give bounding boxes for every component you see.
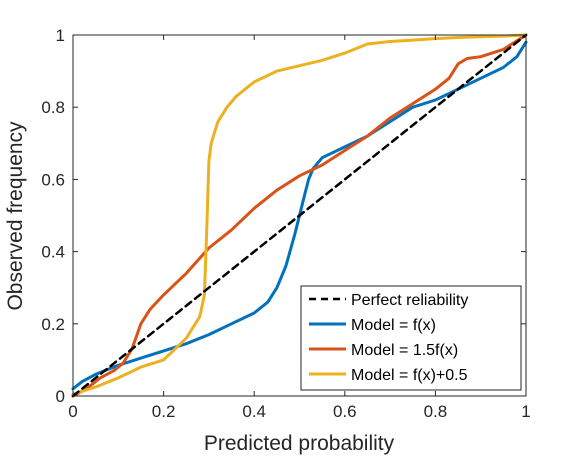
y-axis-label: Observed frequency [4, 121, 27, 311]
x-tick-label: 0.6 [333, 402, 357, 421]
y-tick-label: 0.2 [41, 315, 65, 334]
series-line-0 [71, 33, 528, 398]
legend-label-0: Perfect reliability [351, 292, 468, 309]
y-tick-label: 0.8 [41, 98, 65, 117]
y-tick-label: 0.4 [41, 243, 65, 262]
series-line-2 [71, 33, 528, 398]
series-line-1 [71, 40, 528, 391]
y-tick-label: 0 [56, 387, 65, 406]
x-tick-label: 0 [68, 402, 77, 421]
y-tick-label: 1 [56, 26, 65, 45]
axes-box [72, 34, 527, 397]
legend: Perfect reliability Model = f(x) Model = 1… [300, 285, 522, 391]
plot-area [71, 33, 528, 398]
legend-label-1: Model = f(x) [351, 317, 436, 334]
x-axis-label: Predicted probability [204, 432, 395, 455]
x-tick-label: 0.2 [152, 402, 176, 421]
legend-label-2: Model = 1.5f(x) [351, 342, 458, 359]
legend-label-3: Model = f(x)+0.5 [351, 367, 468, 384]
y-tick-label: 0.6 [41, 170, 65, 189]
x-tick-label: 0.4 [242, 402, 266, 421]
axes: 0 0.2 0.4 0.6 0.8 1 0 0.2 0.4 0.6 0.8 1 [41, 26, 530, 421]
x-tick-label: 1 [521, 402, 530, 421]
series-line-3 [71, 33, 528, 396]
x-tick-label: 0.8 [424, 402, 448, 421]
